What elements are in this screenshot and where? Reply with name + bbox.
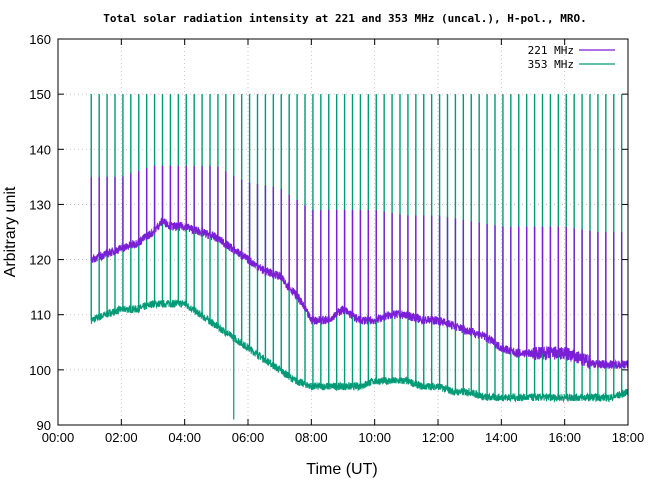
grid [58, 39, 628, 425]
legend-label-353: 353 MHz [528, 58, 574, 71]
x-tick-label: 10:00 [358, 430, 391, 445]
x-tick-label: 12:00 [422, 430, 455, 445]
y-tick-label: 110 [30, 308, 51, 323]
x-tick-label: 14:00 [485, 430, 518, 445]
x-tick-label: 00:00 [42, 430, 75, 445]
x-axis-label: Time (UT) [306, 461, 377, 478]
plot-frame [57, 38, 629, 426]
x-tick-label: 06:00 [232, 430, 265, 445]
y-tick-label: 120 [29, 253, 51, 268]
x-tick-label: 16:00 [548, 430, 581, 445]
series-353-mhz [90, 94, 629, 420]
series-221-mhz [90, 165, 629, 370]
y-axis-ticks: 90 100 110 120 130 140 150 160 [29, 32, 628, 433]
series-layer [90, 94, 629, 420]
x-axis-ticks: 00:00 02:00 04:00 06:00 08:00 10:00 12:00 14:00… [42, 39, 645, 445]
legend-label-221: 221 MHz [528, 44, 574, 57]
y-tick-label: 160 [29, 32, 51, 47]
chart-title: Total solar radiation intensity at 221 a… [103, 12, 586, 25]
y-axis-label: Arbitrary unit [2, 186, 19, 277]
x-tick-label: 08:00 [295, 430, 328, 445]
y-tick-label: 130 [29, 197, 51, 212]
y-tick-label: 90 [37, 418, 51, 433]
x-tick-label: 04:00 [168, 430, 201, 445]
x-tick-label: 18:00 [612, 430, 645, 445]
y-tick-label: 150 [29, 87, 51, 102]
y-tick-label: 100 [29, 363, 51, 378]
y-tick-label: 140 [29, 142, 51, 157]
series-221-trace [90, 217, 629, 370]
series-353-trace [90, 298, 629, 404]
x-tick-label: 02:00 [105, 430, 138, 445]
legend: 221 MHz 353 MHz [528, 44, 615, 71]
